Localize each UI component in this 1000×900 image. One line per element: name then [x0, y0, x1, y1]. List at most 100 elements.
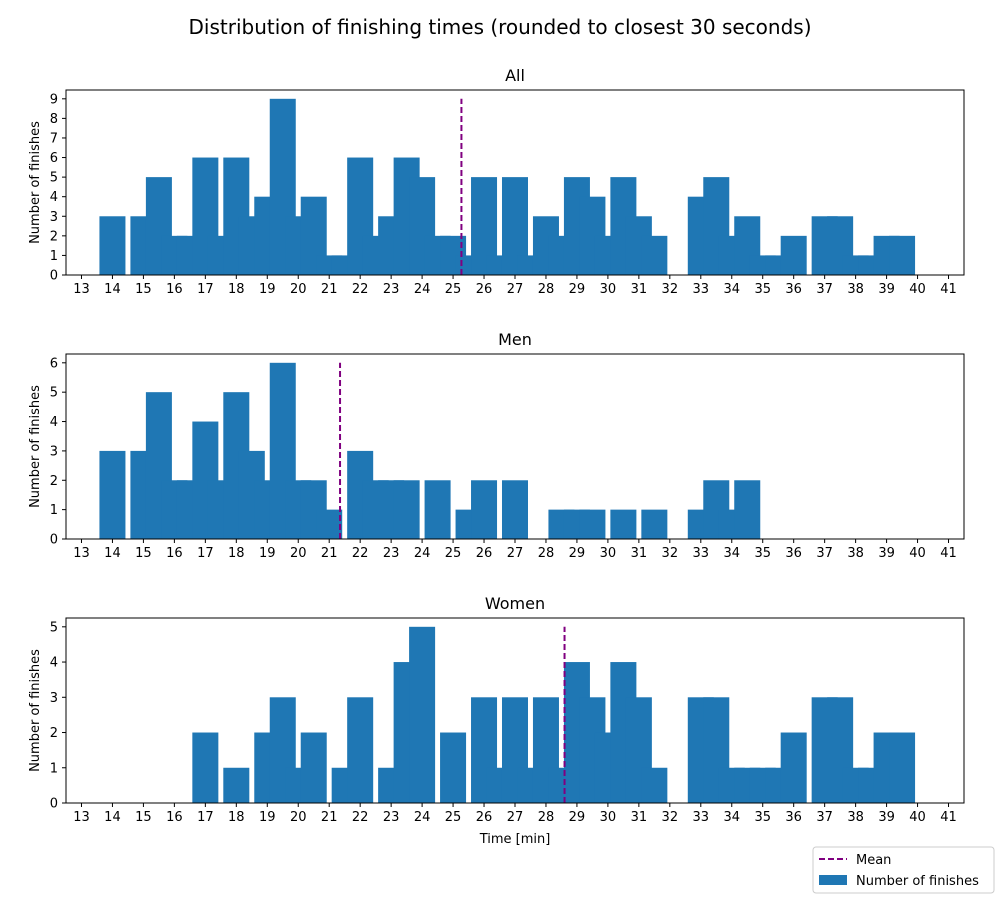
- y-tick-label: 9: [50, 92, 58, 107]
- legend-bars-swatch: [819, 875, 847, 885]
- x-tick-label: 20: [290, 282, 307, 297]
- x-tick-label: 31: [631, 810, 648, 825]
- x-tick-label: 34: [723, 546, 740, 561]
- x-tick-label: 39: [878, 282, 895, 297]
- x-tick-label: 24: [414, 810, 431, 825]
- x-tick-label: 19: [259, 546, 276, 561]
- x-tick-label: 13: [73, 282, 90, 297]
- bar: [440, 732, 467, 803]
- x-tick-label: 28: [538, 546, 555, 561]
- x-tick-label: 23: [383, 282, 400, 297]
- panel-title-women: Women: [485, 594, 545, 613]
- x-tick-label: 18: [228, 282, 245, 297]
- x-tick-label: 38: [847, 282, 864, 297]
- y-tick-label: 0: [50, 269, 58, 284]
- x-tick-label: 41: [940, 282, 957, 297]
- legend-mean-label: Mean: [856, 853, 891, 868]
- y-tick-label: 3: [50, 444, 58, 459]
- x-tick-label: 34: [723, 282, 740, 297]
- bar: [889, 732, 916, 803]
- x-tick-label: 31: [631, 282, 648, 297]
- y-axis-label: Number of finishes: [28, 121, 43, 244]
- x-tick-label: 20: [290, 810, 307, 825]
- bar: [409, 626, 436, 803]
- bar: [424, 480, 451, 539]
- bar: [316, 509, 343, 539]
- bar: [610, 509, 637, 539]
- bar: [641, 509, 668, 539]
- bar: [223, 767, 250, 803]
- x-tick-label: 21: [321, 282, 338, 297]
- y-tick-label: 4: [50, 190, 58, 205]
- bar: [889, 235, 916, 275]
- x-tick-label: 22: [352, 282, 369, 297]
- y-tick-label: 7: [50, 131, 58, 146]
- x-tick-label: 18: [228, 546, 245, 561]
- x-tick-label: 37: [816, 546, 833, 561]
- x-tick-label: 27: [507, 810, 524, 825]
- y-tick-label: 0: [50, 797, 58, 812]
- y-tick-label: 0: [50, 533, 58, 548]
- x-tick-label: 22: [352, 546, 369, 561]
- bar: [99, 450, 126, 539]
- panel-title-all: All: [505, 66, 525, 85]
- x-tick-label: 32: [662, 546, 679, 561]
- x-tick-label: 16: [166, 546, 183, 561]
- x-tick-label: 41: [940, 810, 957, 825]
- x-tick-label: 36: [785, 282, 802, 297]
- x-tick-label: 38: [847, 546, 864, 561]
- x-axis-label: Time [min]: [479, 832, 551, 847]
- x-tick-label: 33: [693, 282, 710, 297]
- x-tick-label: 35: [754, 282, 771, 297]
- y-tick-label: 5: [50, 620, 58, 635]
- x-tick-label: 19: [259, 810, 276, 825]
- bar: [734, 480, 761, 539]
- x-tick-label: 37: [816, 810, 833, 825]
- chart-legend: Mean Number of finishes: [812, 846, 995, 894]
- x-tick-label: 20: [290, 546, 307, 561]
- y-axis-label: Number of finishes: [28, 385, 43, 508]
- x-tick-label: 31: [631, 546, 648, 561]
- x-tick-label: 36: [785, 810, 802, 825]
- x-tick-label: 14: [104, 282, 121, 297]
- x-tick-label: 22: [352, 810, 369, 825]
- x-tick-label: 39: [878, 546, 895, 561]
- x-tick-label: 14: [104, 810, 121, 825]
- y-tick-label: 6: [50, 151, 58, 166]
- bar: [347, 697, 374, 803]
- y-tick-label: 1: [50, 761, 58, 776]
- y-tick-label: 1: [50, 503, 58, 518]
- y-tick-label: 2: [50, 229, 58, 244]
- bar: [780, 732, 807, 803]
- y-tick-label: 4: [50, 656, 58, 671]
- x-tick-label: 15: [135, 546, 152, 561]
- y-tick-label: 5: [50, 171, 58, 186]
- x-tick-label: 28: [538, 810, 555, 825]
- x-tick-label: 39: [878, 810, 895, 825]
- x-tick-label: 17: [197, 282, 214, 297]
- bar: [471, 480, 498, 539]
- bar: [192, 732, 219, 803]
- x-tick-label: 17: [197, 810, 214, 825]
- x-tick-label: 30: [600, 546, 617, 561]
- x-tick-label: 29: [569, 282, 586, 297]
- x-tick-label: 29: [569, 546, 586, 561]
- y-tick-label: 4: [50, 415, 58, 430]
- x-tick-label: 23: [383, 546, 400, 561]
- x-tick-label: 25: [445, 282, 462, 297]
- x-tick-label: 40: [909, 546, 926, 561]
- x-tick-label: 37: [816, 282, 833, 297]
- x-tick-label: 26: [476, 810, 493, 825]
- y-axis-label: Number of finishes: [28, 649, 43, 772]
- x-tick-label: 24: [414, 546, 431, 561]
- x-tick-label: 21: [321, 546, 338, 561]
- x-tick-label: 24: [414, 282, 431, 297]
- x-tick-label: 32: [662, 810, 679, 825]
- bar: [641, 235, 668, 275]
- x-tick-label: 28: [538, 282, 555, 297]
- x-tick-label: 40: [909, 282, 926, 297]
- x-tick-label: 34: [723, 810, 740, 825]
